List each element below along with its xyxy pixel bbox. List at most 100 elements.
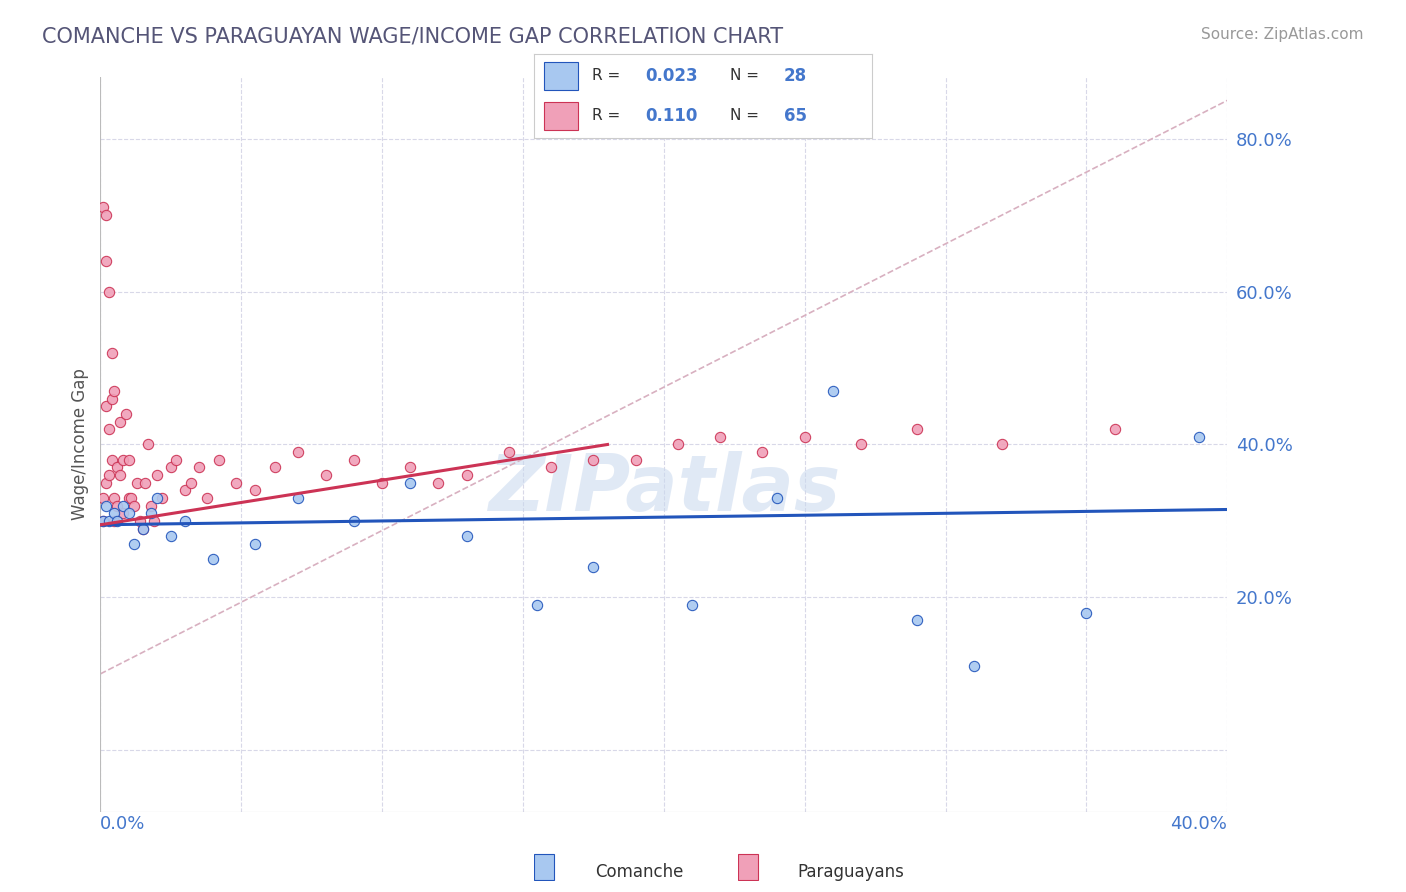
Point	[94, 475, 117, 490]
Point	[907, 613, 929, 627]
Point	[582, 452, 605, 467]
Point	[150, 491, 173, 505]
Text: 0.023: 0.023	[645, 67, 699, 85]
Text: 65: 65	[785, 107, 807, 125]
Point	[165, 452, 187, 467]
Point	[103, 491, 125, 505]
Point	[287, 491, 309, 505]
Text: 40.0%: 40.0%	[1171, 814, 1227, 832]
Text: 28: 28	[785, 67, 807, 85]
Point	[103, 514, 125, 528]
Point	[681, 598, 703, 612]
Point	[91, 491, 114, 505]
Text: ZIPatlas: ZIPatlas	[488, 450, 839, 526]
Point	[94, 499, 117, 513]
Point	[139, 506, 162, 520]
Point	[427, 475, 450, 490]
Point	[131, 522, 153, 536]
Point	[821, 384, 844, 398]
Point	[105, 514, 128, 528]
Point	[173, 514, 195, 528]
Point	[208, 452, 231, 467]
Point	[315, 468, 337, 483]
Point	[120, 491, 142, 505]
Point	[765, 491, 787, 505]
Text: Source: ZipAtlas.com: Source: ZipAtlas.com	[1201, 27, 1364, 42]
Point	[498, 445, 520, 459]
Point	[122, 499, 145, 513]
Point	[159, 529, 181, 543]
Point	[111, 452, 134, 467]
Point	[145, 468, 167, 483]
Point	[264, 460, 287, 475]
Point	[136, 437, 159, 451]
Point	[179, 475, 201, 490]
Point	[108, 468, 131, 483]
Point	[907, 422, 929, 436]
Point	[849, 437, 872, 451]
Point	[122, 537, 145, 551]
Point	[94, 254, 117, 268]
Text: 0.110: 0.110	[645, 107, 697, 125]
Point	[287, 445, 309, 459]
Point	[159, 460, 181, 475]
Point	[145, 491, 167, 505]
Text: COMANCHE VS PARAGUAYAN WAGE/INCOME GAP CORRELATION CHART: COMANCHE VS PARAGUAYAN WAGE/INCOME GAP C…	[42, 27, 783, 46]
Point	[197, 491, 219, 505]
Text: N =: N =	[730, 69, 759, 84]
Point	[134, 475, 156, 490]
Point	[456, 529, 478, 543]
Point	[114, 407, 136, 421]
Point	[97, 285, 120, 299]
Point	[343, 514, 366, 528]
Point	[624, 452, 647, 467]
Point	[526, 598, 548, 612]
Point	[751, 445, 773, 459]
Point	[540, 460, 562, 475]
Point	[125, 475, 148, 490]
FancyBboxPatch shape	[544, 62, 578, 90]
Point	[399, 475, 422, 490]
Point	[139, 499, 162, 513]
Point	[456, 468, 478, 483]
Point	[100, 392, 122, 406]
Point	[100, 345, 122, 359]
Text: N =: N =	[730, 108, 759, 123]
Point	[245, 537, 267, 551]
Point	[1076, 606, 1098, 620]
Point	[117, 491, 139, 505]
Point	[399, 460, 422, 475]
Point	[991, 437, 1014, 451]
Point	[793, 430, 815, 444]
Text: R =: R =	[592, 69, 620, 84]
Point	[709, 430, 731, 444]
Point	[105, 499, 128, 513]
Point	[188, 460, 211, 475]
Point	[100, 452, 122, 467]
Text: 0.0%: 0.0%	[100, 814, 146, 832]
Point	[666, 437, 689, 451]
Point	[173, 483, 195, 498]
Text: R =: R =	[592, 108, 620, 123]
Point	[94, 208, 117, 222]
Text: Comanche: Comanche	[596, 863, 683, 881]
Point	[111, 499, 134, 513]
Y-axis label: Wage/Income Gap: Wage/Income Gap	[72, 368, 89, 520]
Point	[94, 399, 117, 413]
Point	[582, 559, 605, 574]
Point	[128, 514, 150, 528]
Point	[91, 514, 114, 528]
Point	[117, 506, 139, 520]
FancyBboxPatch shape	[544, 102, 578, 130]
Point	[103, 384, 125, 398]
Point	[1188, 430, 1211, 444]
Point	[343, 452, 366, 467]
Point	[91, 201, 114, 215]
Point	[142, 514, 165, 528]
Point	[91, 514, 114, 528]
FancyBboxPatch shape	[738, 855, 758, 880]
Point	[97, 468, 120, 483]
Point	[117, 452, 139, 467]
Point	[111, 506, 134, 520]
Point	[108, 415, 131, 429]
